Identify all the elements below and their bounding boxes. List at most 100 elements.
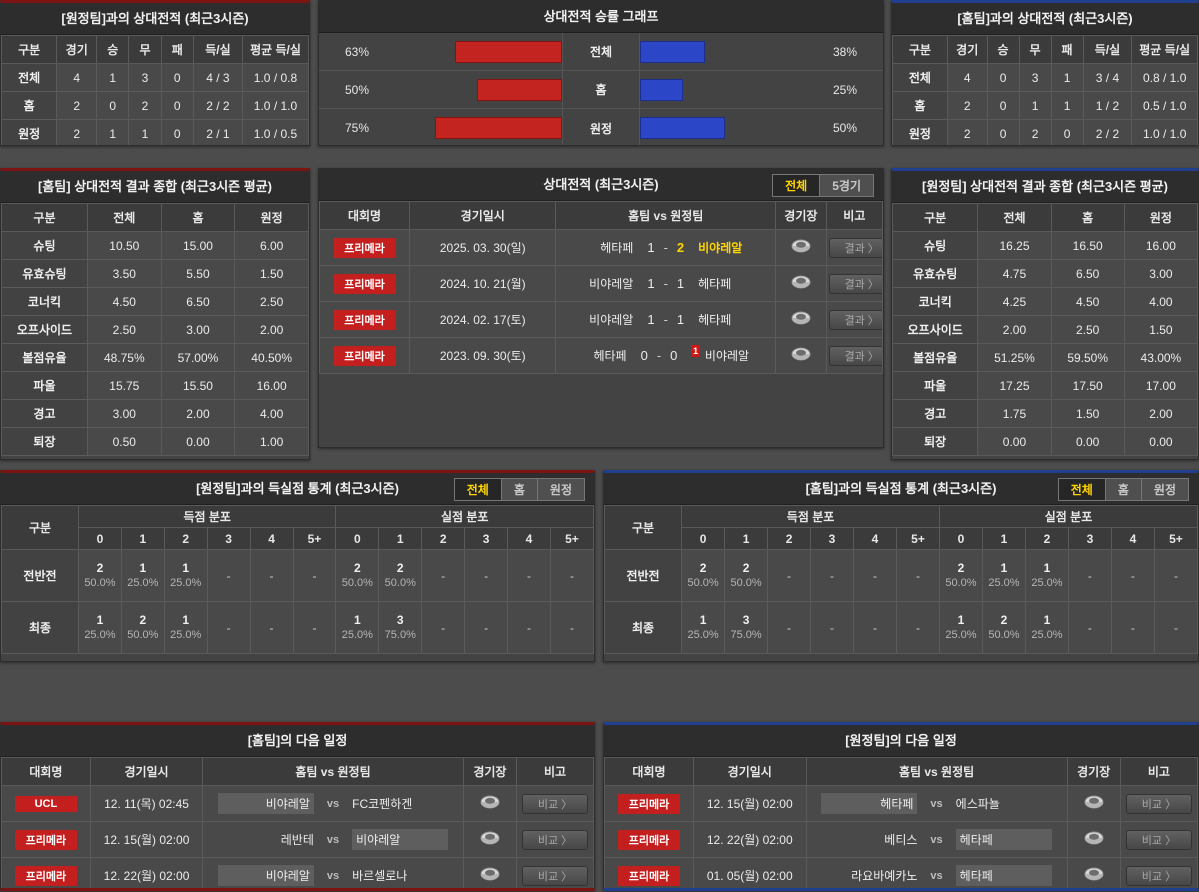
- schedule-row: 프리메라 12. 15(월) 02:00 레반테 vs 비야레알 비교 〉: [1, 821, 594, 858]
- match-count: 1: [1000, 561, 1008, 575]
- stadium-icon[interactable]: [1083, 866, 1105, 882]
- home-percent-label: 63%: [345, 44, 370, 59]
- score-column-header: 3: [810, 527, 855, 550]
- tab-5games[interactable]: 5경기: [819, 174, 874, 197]
- stat-value: 4.50: [86, 287, 162, 316]
- panel-title: 상대전적 (최근3시즌) 전체 5경기: [319, 169, 883, 201]
- stadium-icon[interactable]: [790, 274, 812, 290]
- match-percent: 25.0%: [1031, 577, 1063, 589]
- stat-value: 1: [1018, 91, 1052, 120]
- distribution-cell: 1 25.0%: [1024, 601, 1069, 654]
- h2h-match-list-container: 대회명 경기일시 홈팀 vs 원정팀 경기장 비고 프리메라 2025. 03. 30(일)…: [319, 201, 883, 447]
- stat-value: 4.25: [977, 287, 1052, 316]
- stat-value: 6.50: [1050, 259, 1125, 288]
- row-label: 오프사이드: [892, 315, 979, 344]
- match-percent: 50.0%: [127, 629, 159, 641]
- away-score: 0: [670, 348, 678, 363]
- match-line: 비야레알 1-1 헤타페: [558, 311, 773, 328]
- distribution-cell: 2 50.0%: [77, 549, 122, 602]
- empty-cell: -: [767, 549, 812, 602]
- score-column-header: 3: [206, 527, 251, 550]
- tab-away[interactable]: 원정: [1140, 478, 1189, 501]
- compare-button[interactable]: 비교 〉: [1125, 829, 1192, 850]
- tab-home[interactable]: 홈: [500, 478, 538, 501]
- table-row: 퇴장 0.00 0.00 0.00: [892, 427, 1198, 456]
- home-h2h-record-table-container: 구분 경기 승 무 패 득/실 평균 득/실 전체 4 0 3 1 3 / 4 0.8 / 1.0 홈 2 0 1…: [892, 35, 1198, 145]
- home-team-name: 헤타페: [600, 241, 634, 255]
- red-card-badge: 1: [691, 344, 700, 357]
- compare-button[interactable]: 비교 〉: [522, 793, 588, 814]
- stat-value: 1: [1050, 63, 1084, 92]
- column-header: 득/실: [192, 35, 243, 64]
- stat-value: 2: [56, 119, 98, 145]
- empty-cell: -: [549, 601, 594, 654]
- away-score: 1: [676, 276, 685, 291]
- distribution-cell: 1 25.0%: [1024, 549, 1069, 602]
- row-label: 코너킥: [892, 287, 979, 316]
- stat-value: 1 / 2: [1082, 91, 1133, 120]
- match-date: 2023. 09. 30(토): [409, 337, 557, 374]
- score-column-header: 5+: [1153, 527, 1198, 550]
- table-row: 원정 2 1 1 0 2 / 1 1.0 / 0.5: [1, 119, 309, 145]
- stadium-icon[interactable]: [1083, 794, 1105, 810]
- compare-button[interactable]: 비교 〉: [1125, 793, 1192, 814]
- stat-value: 3.00: [86, 399, 162, 428]
- match-date: 2025. 03. 30(일): [409, 229, 557, 266]
- empty-cell: -: [421, 601, 466, 654]
- stadium-icon[interactable]: [790, 238, 812, 254]
- league-badge: 프리메라: [617, 829, 680, 850]
- stat-value: 0.00: [1123, 427, 1198, 456]
- schedule-row: 프리메라 12. 15(월) 02:00 헤타페 vs 에스파뇰 비교 〉: [604, 785, 1198, 822]
- stadium-icon[interactable]: [479, 830, 501, 846]
- stadium-icon[interactable]: [479, 794, 501, 810]
- score-column-header: 0: [938, 527, 983, 550]
- goal-stats-table: 구분 득점 분포 실점 분포 0 1 2 3 4 5+ 0 1 2 3 4 5+ 전반전 2 50.0% 2 50.0…: [604, 505, 1198, 654]
- tab-all[interactable]: 전체: [453, 478, 502, 501]
- tab-all[interactable]: 전체: [772, 174, 821, 197]
- stat-value: 1.50: [1123, 315, 1198, 344]
- stat-value: 4.75: [977, 259, 1052, 288]
- stat-value: 0.00: [1050, 427, 1125, 456]
- result-button[interactable]: 결과 〉: [828, 237, 882, 258]
- result-button[interactable]: 결과 〉: [828, 309, 882, 330]
- result-button[interactable]: 결과 〉: [828, 345, 882, 366]
- row-label: 최종: [604, 601, 683, 654]
- away-team-name: 비야레알: [698, 241, 743, 255]
- column-header: 원정: [234, 203, 309, 232]
- home-team-schedule-panel: [홈팀]의 다음 일정 대회명 경기일시 홈팀 vs 원정팀 경기장 비고 UCL 12. …: [0, 722, 595, 891]
- stat-value: 51.25%: [977, 343, 1052, 372]
- empty-cell: -: [507, 601, 551, 654]
- compare-button[interactable]: 비교 〉: [1125, 865, 1192, 886]
- tab-home[interactable]: 홈: [1104, 478, 1142, 501]
- tab-all[interactable]: 전체: [1057, 478, 1106, 501]
- stadium-icon[interactable]: [790, 310, 812, 326]
- column-header: 홈: [1050, 203, 1125, 232]
- empty-cell: -: [1067, 549, 1112, 602]
- column-header: 경기일시: [89, 757, 204, 786]
- stadium-icon[interactable]: [1083, 830, 1105, 846]
- table-row: 볼점유율 48.75% 57.00% 40.50%: [1, 343, 309, 372]
- score-dash: -: [656, 348, 662, 363]
- score-column-header: 1: [724, 527, 769, 550]
- stat-value: 0.8 / 1.0: [1131, 63, 1198, 92]
- stat-value: 15.00: [160, 231, 236, 260]
- stat-value: 1.50: [1050, 399, 1125, 428]
- row-label: 경고: [1, 399, 88, 428]
- table-row: 파울 17.25 17.50 17.00: [892, 371, 1198, 400]
- home-percent-label: 50%: [345, 82, 370, 97]
- compare-button[interactable]: 비교 〉: [522, 865, 588, 886]
- stadium-icon[interactable]: [790, 346, 812, 362]
- table-row: 슈팅 16.25 16.50 16.00: [892, 231, 1198, 260]
- column-header: 패: [160, 35, 194, 64]
- empty-cell: -: [249, 549, 294, 602]
- score-dash: -: [663, 276, 668, 291]
- empty-cell: -: [507, 549, 551, 602]
- column-header: 무: [128, 35, 162, 64]
- match-line: 비야레알 1-1 헤타페: [558, 275, 773, 292]
- stadium-icon[interactable]: [479, 866, 501, 882]
- stat-value: 6.00: [234, 231, 309, 260]
- tab-away[interactable]: 원정: [536, 478, 585, 501]
- compare-button[interactable]: 비교 〉: [522, 829, 588, 850]
- result-button[interactable]: 결과 〉: [828, 273, 882, 294]
- row-label: 최종: [1, 601, 79, 654]
